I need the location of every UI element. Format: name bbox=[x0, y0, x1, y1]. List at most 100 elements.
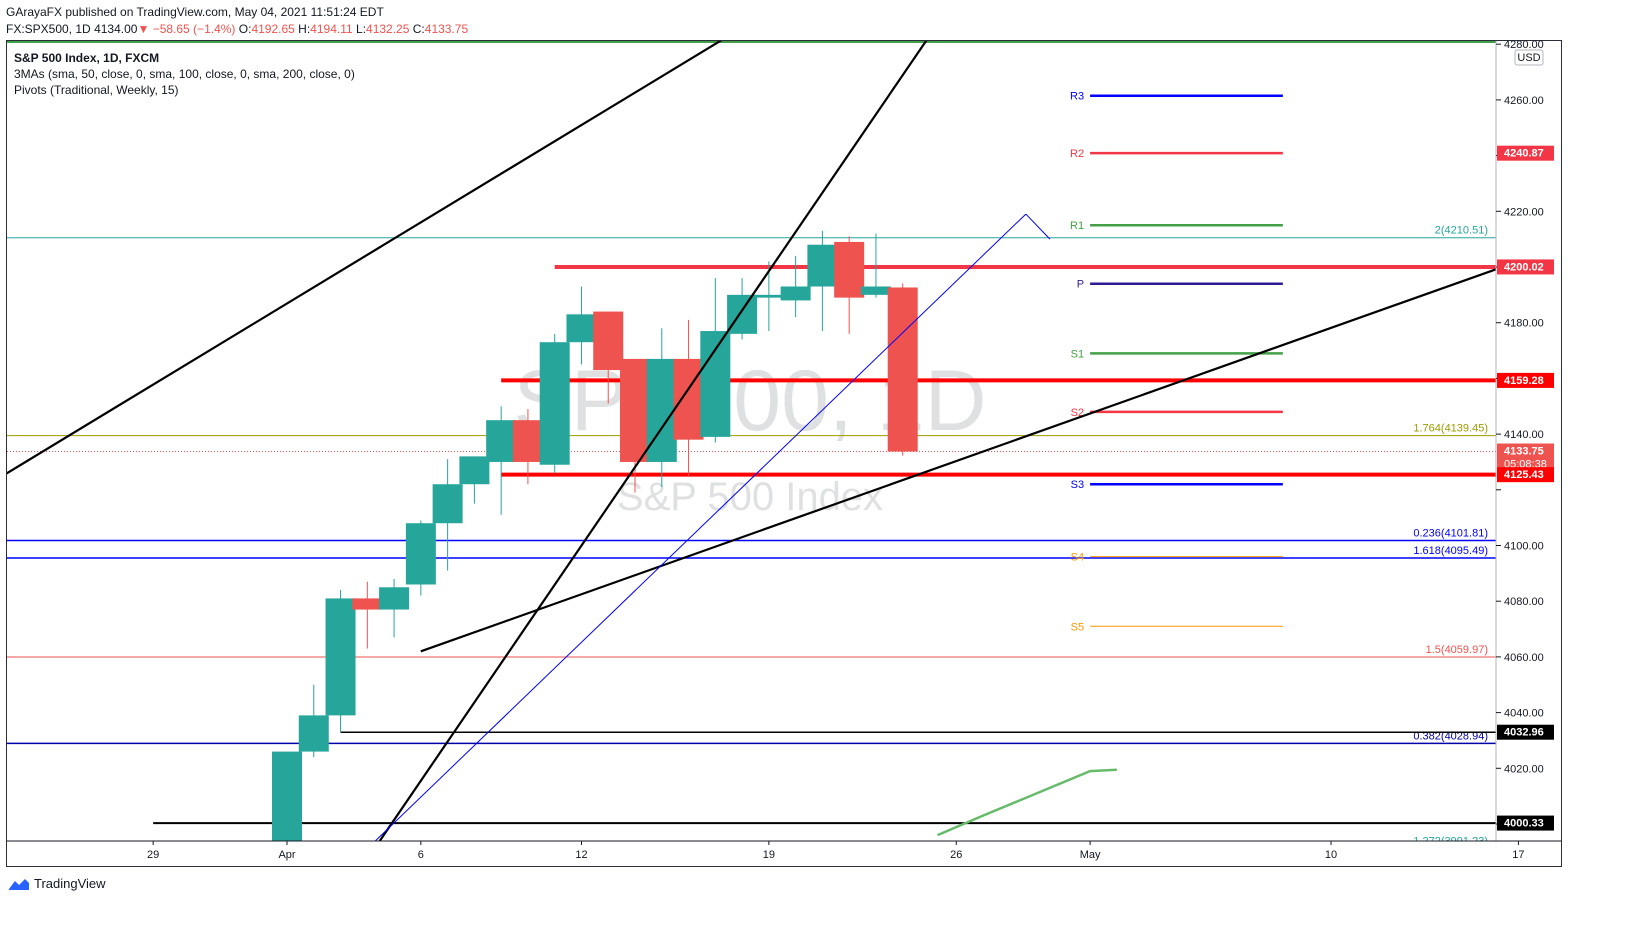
currency-box bbox=[1514, 49, 1544, 66]
price-tag-text: 4125.43 bbox=[1504, 469, 1544, 481]
currency-label: USD bbox=[1517, 52, 1540, 64]
trend-line[interactable] bbox=[373, 213, 1027, 843]
candle-body bbox=[459, 456, 490, 485]
chart-frame bbox=[6, 40, 1562, 867]
trend-line[interactable] bbox=[420, 228, 1612, 653]
price-axis-tag: 4125.43 bbox=[1497, 467, 1554, 483]
time-tick-label: 10 bbox=[1325, 849, 1337, 861]
legend-pivots[interactable]: Pivots (Traditional, Weekly, 15) bbox=[14, 83, 179, 97]
candle[interactable] bbox=[405, 520, 436, 596]
open-value: 4192.65 bbox=[251, 22, 295, 36]
candle-body bbox=[432, 484, 463, 524]
candle[interactable] bbox=[298, 684, 329, 758]
candle[interactable] bbox=[780, 255, 811, 318]
time-tick-label: May bbox=[1080, 849, 1101, 861]
trend-line[interactable] bbox=[0, 16, 761, 498]
tradingview-logo-icon bbox=[9, 878, 29, 890]
candle[interactable] bbox=[486, 406, 517, 515]
fib-level-label: 1.272(3991.23) bbox=[1413, 835, 1488, 847]
candle-body bbox=[834, 241, 865, 298]
candle[interactable] bbox=[673, 319, 704, 476]
pivot-label-s5: S5 bbox=[1071, 621, 1084, 633]
candle-body bbox=[807, 244, 838, 287]
legend-title: S&P 500 Index, 1D, FXCM bbox=[14, 51, 160, 65]
fib-level-label: 1.764(4139.45) bbox=[1413, 423, 1488, 435]
candle[interactable] bbox=[620, 358, 651, 493]
trend-line[interactable] bbox=[378, 16, 943, 843]
down-arrow-icon: ▼ bbox=[137, 22, 150, 36]
candle-body bbox=[566, 314, 597, 343]
fib-level-label: 2(4210.51) bbox=[1435, 225, 1488, 237]
price-change: −58.65 (−1.4%) bbox=[152, 22, 236, 36]
fib-level-label: 1.5(4059.97) bbox=[1426, 644, 1488, 656]
price-tag-bg bbox=[1497, 724, 1554, 740]
legend-mas[interactable]: 3MAs (sma, 50, close, 0, sma, 100, close… bbox=[14, 67, 355, 81]
candle[interactable] bbox=[727, 278, 758, 340]
price-tick-label: 4040.00 bbox=[1504, 708, 1544, 720]
price-tag-text: 4240.87 bbox=[1504, 148, 1544, 160]
trend-line[interactable] bbox=[1025, 213, 1051, 240]
time-axis[interactable]: 29 Apr 6 12 19 26 May 10 17 bbox=[7, 840, 1561, 861]
candle[interactable] bbox=[566, 286, 597, 365]
time-tick-label: 26 bbox=[950, 849, 962, 861]
candle[interactable] bbox=[512, 409, 543, 485]
price-tag-bg bbox=[1497, 145, 1554, 161]
tradingview-brand[interactable]: TradingView bbox=[8, 876, 106, 891]
candle[interactable] bbox=[860, 233, 891, 298]
price-tag-bg bbox=[1497, 467, 1554, 483]
candle[interactable] bbox=[432, 459, 463, 571]
price-axis-tag: 4159.28 bbox=[1497, 372, 1554, 388]
pivot-label-s3: S3 bbox=[1071, 479, 1084, 491]
last-price: 4134.00 bbox=[94, 22, 138, 36]
candle[interactable] bbox=[700, 278, 731, 443]
candle-body bbox=[673, 358, 704, 440]
candle-body bbox=[325, 598, 356, 716]
fib-level-label: 0.382(4028.94) bbox=[1413, 730, 1488, 742]
price-axis[interactable]: 4020.00 4040.00 4060.00 4080.00 4100.00 4140.… bbox=[1495, 39, 1554, 841]
candle[interactable] bbox=[325, 590, 356, 733]
close-value: 4133.75 bbox=[424, 22, 469, 36]
time-tick-label: 19 bbox=[763, 849, 775, 861]
candle-body bbox=[780, 286, 811, 301]
candle-body bbox=[512, 420, 543, 462]
candle[interactable] bbox=[593, 311, 624, 404]
candle[interactable] bbox=[834, 236, 865, 334]
candle[interactable] bbox=[807, 230, 838, 332]
price-axis-tag: 4032.96 bbox=[1497, 724, 1554, 740]
price-tick-label: 4260.00 bbox=[1504, 95, 1544, 107]
tradingview-label: TradingView bbox=[34, 876, 106, 891]
candle-body bbox=[700, 331, 731, 437]
candle-body bbox=[860, 286, 891, 295]
symbol-label: FX:SPX500, 1D bbox=[6, 22, 91, 36]
candle[interactable] bbox=[887, 283, 918, 456]
time-tick-label: Apr bbox=[278, 849, 295, 861]
price-tag-bg bbox=[1497, 259, 1554, 275]
candle[interactable] bbox=[459, 456, 490, 504]
candle[interactable] bbox=[352, 581, 383, 649]
close-label: C: bbox=[412, 22, 425, 36]
price-tag-text: 4000.33 bbox=[1504, 818, 1544, 830]
price-tick-label: 4060.00 bbox=[1504, 652, 1544, 664]
price-tick-label: 4020.00 bbox=[1504, 763, 1544, 775]
price-tag-text: 4159.28 bbox=[1504, 375, 1544, 387]
time-tick-label: 6 bbox=[418, 849, 424, 861]
candle-body bbox=[593, 311, 624, 371]
candle-body bbox=[352, 598, 383, 610]
price-tick-label: 4220.00 bbox=[1504, 206, 1544, 218]
candle[interactable] bbox=[646, 328, 677, 488]
open-label: O: bbox=[238, 22, 252, 36]
time-tick-label: 17 bbox=[1512, 849, 1524, 861]
candle[interactable] bbox=[272, 751, 302, 866]
candle-body bbox=[298, 715, 329, 752]
symbol-ohlc-line: FX:SPX500, 1D 4134.00▼ −58.65 (−1.4%) O:… bbox=[6, 22, 468, 36]
published-info: GArayaFX published on TradingView.com, M… bbox=[6, 5, 384, 19]
candle[interactable] bbox=[379, 578, 410, 638]
plot-area: 2(4210.51) 1.764(4139.45) 0.236(4101.81) 1.… bbox=[0, 16, 1612, 866]
price-axis-tag: 4240.87 bbox=[1497, 145, 1554, 161]
price-tick-label: 4180.00 bbox=[1504, 318, 1544, 330]
candle[interactable] bbox=[539, 333, 570, 474]
pivot-label-r3: R3 bbox=[1070, 91, 1084, 103]
price-tag-bg bbox=[1497, 815, 1554, 831]
candle-body bbox=[887, 287, 918, 452]
